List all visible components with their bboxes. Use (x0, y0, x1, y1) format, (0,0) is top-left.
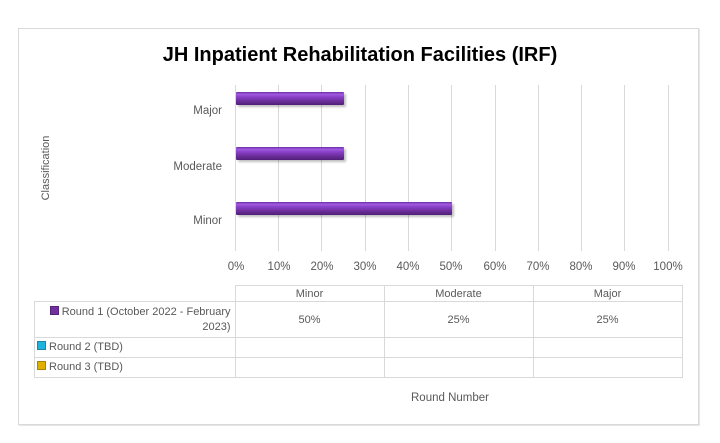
data-cell (383, 357, 534, 378)
bar-round1-major[interactable] (236, 92, 344, 105)
data-table-header: Minor (234, 285, 385, 302)
data-cell (383, 337, 534, 358)
x-tick: 40% (396, 261, 420, 273)
data-table-row: Round 2 (TBD) (34, 337, 683, 358)
category-label-minor: Minor (193, 215, 222, 227)
chart-title: JH Inpatient Rehabilitation Facilities (… (162, 44, 558, 66)
legend-label: Round 1 (October 2022 - February 2023) (61, 305, 231, 333)
category-label-moderate: Moderate (173, 161, 222, 173)
gridline (278, 85, 279, 251)
x-tick: 80% (569, 261, 593, 273)
legend-entry-round2[interactable]: Round 2 (TBD) (34, 337, 236, 358)
gridline (495, 85, 496, 251)
data-table-corner (34, 285, 236, 302)
legend-swatch-purple-icon (49, 305, 59, 315)
data-cell: 25% (383, 301, 534, 338)
data-table-header: Major (532, 285, 683, 302)
gridline (581, 85, 582, 251)
x-tick: 70% (526, 261, 550, 273)
data-table-row: Round 1 (October 2022 - February 2023) 5… (34, 301, 683, 338)
legend-swatch-yellow-icon (37, 361, 46, 370)
y-axis-label: Classification (40, 135, 52, 201)
category-label-major: Major (193, 105, 222, 117)
gridline (624, 85, 625, 251)
data-table-row: Round 3 (TBD) (34, 357, 683, 378)
x-tick: 60% (483, 261, 507, 273)
legend-entry-round3[interactable]: Round 3 (TBD) (34, 357, 236, 378)
data-cell (234, 357, 385, 378)
x-tick: 0% (227, 261, 245, 273)
x-tick: 100% (653, 261, 683, 273)
x-tick: 10% (267, 261, 291, 273)
gridline (235, 85, 236, 251)
bar-round1-minor[interactable] (236, 202, 452, 215)
gridline (365, 85, 366, 251)
gridline (408, 85, 409, 251)
legend-label: Round 3 (TBD) (49, 361, 123, 373)
legend-swatch-cyan-icon (37, 341, 46, 350)
legend-label: Round 2 (TBD) (49, 341, 123, 353)
data-cell (234, 337, 385, 358)
data-cell (532, 357, 683, 378)
legend-entry-round1[interactable]: Round 1 (October 2022 - February 2023) (34, 301, 236, 338)
x-tick: 50% (439, 261, 463, 273)
x-axis-label: Round Number (411, 392, 489, 404)
data-table-header-row: Minor Moderate Major (34, 285, 683, 302)
bar-round1-moderate[interactable] (236, 147, 344, 160)
gridline (668, 85, 669, 251)
data-cell: 25% (532, 301, 683, 338)
x-tick: 30% (353, 261, 377, 273)
gridline (538, 85, 539, 251)
gridline (321, 85, 322, 251)
x-tick: 90% (612, 261, 636, 273)
data-cell (532, 337, 683, 358)
data-table-header: Moderate (383, 285, 534, 302)
data-cell: 50% (234, 301, 385, 338)
data-table: Minor Moderate Major Round 1 (October 20… (34, 285, 683, 378)
x-tick: 20% (310, 261, 334, 273)
gridline (451, 85, 452, 251)
